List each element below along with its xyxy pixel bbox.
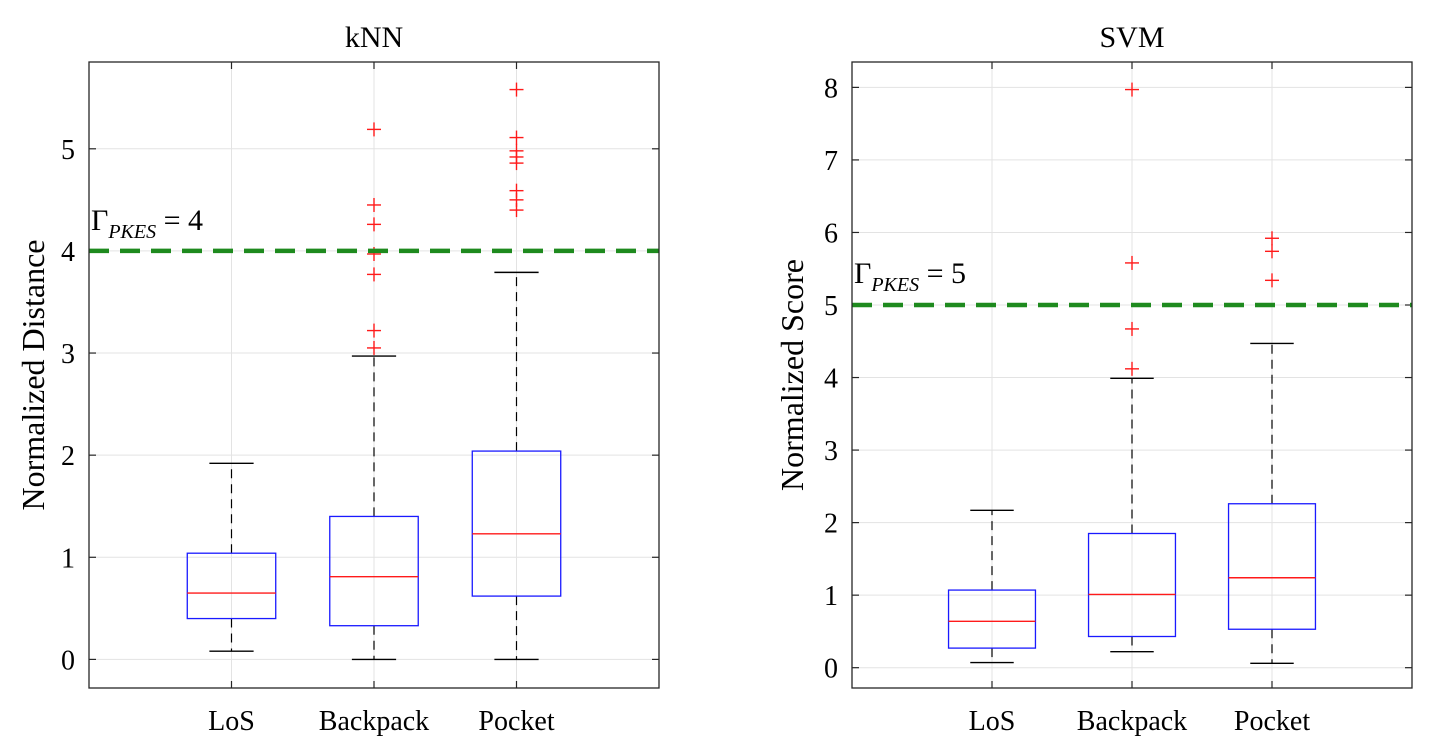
x-tick-label: LoS bbox=[208, 706, 255, 737]
y-tick-label: 7 bbox=[824, 146, 838, 177]
outlier-point bbox=[1125, 255, 1139, 270]
outlier-point bbox=[367, 267, 381, 282]
outlier-point bbox=[367, 122, 381, 137]
chart-panel-svm: 0 1 2 3 4 5 6 7 8 LoS Backpack Pocket ΓPKES = 5 SVM No… bbox=[774, 21, 1413, 737]
outlier-point bbox=[1265, 273, 1279, 288]
outlier-point bbox=[509, 183, 524, 198]
box-los bbox=[947, 509, 1037, 664]
y-axis-label: Normalized Score bbox=[774, 259, 810, 491]
outlier-point bbox=[367, 217, 381, 232]
chart-panel-knn: 0 1 2 3 4 5 LoS Backpack Pocket ΓPKES = 4 kNN Norma… bbox=[15, 21, 660, 737]
threshold-label: ΓPKES = 5 bbox=[854, 257, 966, 296]
box-iqr bbox=[186, 552, 277, 620]
threshold-label: ΓPKES = 4 bbox=[91, 204, 203, 243]
outlier-point bbox=[1125, 361, 1139, 376]
y-tick-label: 3 bbox=[824, 436, 838, 467]
y-axis-label: Normalized Distance bbox=[15, 240, 51, 511]
box-backpack bbox=[1087, 82, 1177, 653]
y-tick-label: 5 bbox=[61, 135, 75, 166]
outlier-point bbox=[367, 340, 381, 355]
box-iqr bbox=[329, 515, 419, 627]
box-pocket bbox=[471, 82, 562, 661]
y-tick-label: 4 bbox=[61, 237, 75, 268]
x-tick-label: Backpack bbox=[1077, 706, 1187, 737]
threshold-gamma: Γ bbox=[854, 257, 871, 290]
box-iqr bbox=[947, 589, 1037, 649]
threshold-subscript: PKES bbox=[107, 221, 156, 243]
chart-title: kNN bbox=[345, 21, 403, 54]
y-tick-label: 5 bbox=[824, 291, 838, 322]
outlier-point bbox=[509, 82, 524, 97]
box-iqr bbox=[1227, 503, 1317, 630]
x-tick-label: Pocket bbox=[1234, 706, 1310, 737]
outlier-point bbox=[509, 130, 524, 145]
outlier-point bbox=[367, 323, 381, 338]
y-tick-label: 2 bbox=[61, 441, 75, 472]
outlier-point bbox=[509, 143, 524, 158]
box-iqr bbox=[1087, 532, 1177, 638]
y-tick-label: 6 bbox=[824, 218, 838, 249]
x-tick-label: Backpack bbox=[319, 706, 429, 737]
box-los bbox=[186, 462, 277, 652]
axes-frame bbox=[851, 61, 1413, 689]
y-tick-label: 0 bbox=[824, 654, 838, 685]
y-tick-label: 3 bbox=[61, 339, 75, 370]
outlier-point bbox=[1125, 321, 1139, 336]
threshold-gamma: Γ bbox=[91, 204, 108, 237]
y-tick-label: 4 bbox=[824, 364, 838, 395]
threshold-value: = 5 bbox=[919, 257, 966, 290]
axes-frame bbox=[88, 61, 660, 689]
x-tick-label: LoS bbox=[969, 706, 1016, 737]
outlier-point bbox=[1265, 231, 1279, 246]
threshold-value: = 4 bbox=[156, 204, 203, 237]
box-iqr bbox=[471, 450, 562, 597]
outlier-point bbox=[1265, 244, 1279, 259]
chart-title: SVM bbox=[1099, 21, 1164, 54]
y-tick-label: 1 bbox=[824, 581, 838, 612]
y-tick-label: 2 bbox=[824, 509, 838, 540]
y-tick-label: 0 bbox=[61, 645, 75, 676]
threshold-subscript: PKES bbox=[870, 274, 919, 296]
y-tick-label: 1 bbox=[61, 543, 75, 574]
outlier-point bbox=[1125, 82, 1139, 97]
y-tick-label: 8 bbox=[824, 73, 838, 104]
x-tick-label: Pocket bbox=[478, 706, 554, 737]
box-backpack bbox=[329, 122, 419, 661]
box-pocket bbox=[1227, 231, 1317, 665]
outlier-point bbox=[367, 197, 381, 212]
